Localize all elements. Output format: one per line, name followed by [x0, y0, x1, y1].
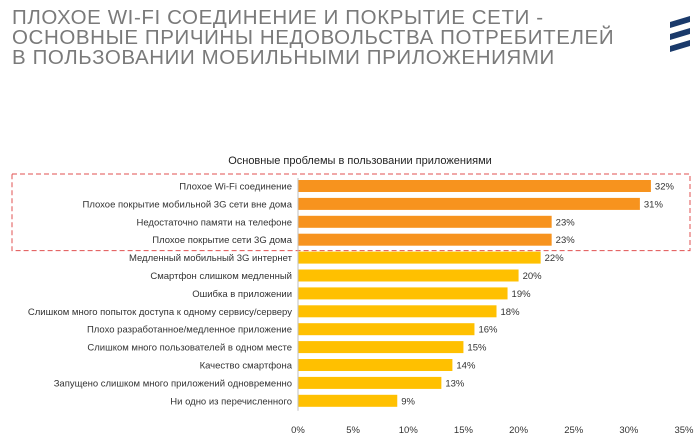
x-tick-label-1: 0%	[291, 425, 305, 436]
value-label-6: 20%	[523, 271, 543, 282]
bar-13	[298, 394, 398, 407]
x-tick-label-3: 10%	[399, 425, 419, 436]
value-label-3: 23%	[556, 217, 576, 228]
x-tick-label-5: 20%	[509, 425, 529, 436]
title-line-1: ПЛОХОЕ WI-FI СОЕДИНЕНИЕ И ПОКРЫТИЕ СЕТИ …	[12, 6, 544, 29]
category-label-9: Плохо разработанное/медленное приложение	[87, 325, 292, 336]
category-label-10: Слишком много пользователей в одном мест…	[87, 343, 292, 354]
x-tick-label-4: 15%	[454, 425, 474, 436]
x-tick-label-8: 35%	[674, 425, 694, 436]
highlight-box	[11, 173, 691, 252]
category-label-5: Медленный мобильный 3G интернет	[129, 253, 293, 264]
bar-6	[298, 269, 519, 282]
category-label-11: Качество смартфона	[200, 361, 293, 372]
value-label-10: 15%	[467, 343, 487, 354]
bar-11	[298, 359, 453, 371]
bar-3	[298, 215, 552, 228]
value-label-12: 13%	[445, 378, 465, 389]
bar-12	[298, 376, 442, 389]
category-label-12: Запущено слишком много приложений одновр…	[54, 378, 292, 389]
title-line-2: ОСНОВНЫЕ ПРИЧИНЫ НЕДОВОЛЬСТВА ПОТРЕБИТЕЛ…	[12, 26, 615, 49]
bar-1	[298, 180, 651, 192]
logo-stripe-2	[670, 28, 690, 40]
chart-title: Основные проблемы в пользовании приложен…	[228, 155, 492, 167]
category-label-7: Ошибка в приложении	[192, 289, 292, 300]
x-tick-label-7: 30%	[619, 425, 639, 436]
bar-8	[298, 305, 497, 318]
value-label-9: 16%	[478, 325, 498, 336]
value-label-4: 23%	[556, 235, 576, 246]
category-label-3: Недостаточно памяти на телефоне	[136, 217, 292, 228]
value-label-1: 32%	[655, 182, 675, 193]
category-label-2: Плохое покрытие мобильной 3G сети вне до…	[83, 199, 293, 210]
value-label-8: 18%	[501, 307, 521, 318]
value-label-2: 31%	[644, 199, 664, 210]
value-label-7: 19%	[512, 289, 532, 300]
category-label-13: Ни одно из перечисленного	[170, 396, 292, 407]
value-label-5: 22%	[545, 253, 565, 264]
bar-7	[298, 287, 508, 300]
logo-stripe-1	[670, 16, 690, 28]
bar-9	[298, 323, 475, 336]
bar-5	[298, 251, 541, 264]
category-label-6: Смартфон слишком медленный	[150, 271, 292, 282]
page-title: ПЛОХОЕ WI-FI СОЕДИНЕНИЕ И ПОКРЫТИЕ СЕТИ …	[12, 6, 615, 69]
value-label-11: 14%	[456, 361, 476, 372]
x-tick-label-2: 5%	[346, 425, 360, 436]
bar-10	[298, 341, 464, 354]
ericsson-logo-icon	[670, 16, 690, 52]
category-label-1: Плохое Wi-Fi соединение	[179, 182, 292, 193]
x-tick-label-6: 25%	[564, 425, 584, 436]
value-label-13: 9%	[401, 396, 415, 407]
logo-stripe-3	[670, 40, 690, 52]
bar-2	[298, 197, 640, 210]
bar-4	[298, 233, 552, 246]
category-label-8: Слишком много попыток доступа к одному с…	[28, 307, 292, 318]
category-label-4: Плохое покрытие сети 3G дома	[152, 235, 292, 246]
title-line-3: В ПОЛЬЗОВАНИИ МОБИЛЬНЫМИ ПРИЛОЖЕНИЯМИ	[12, 46, 555, 69]
